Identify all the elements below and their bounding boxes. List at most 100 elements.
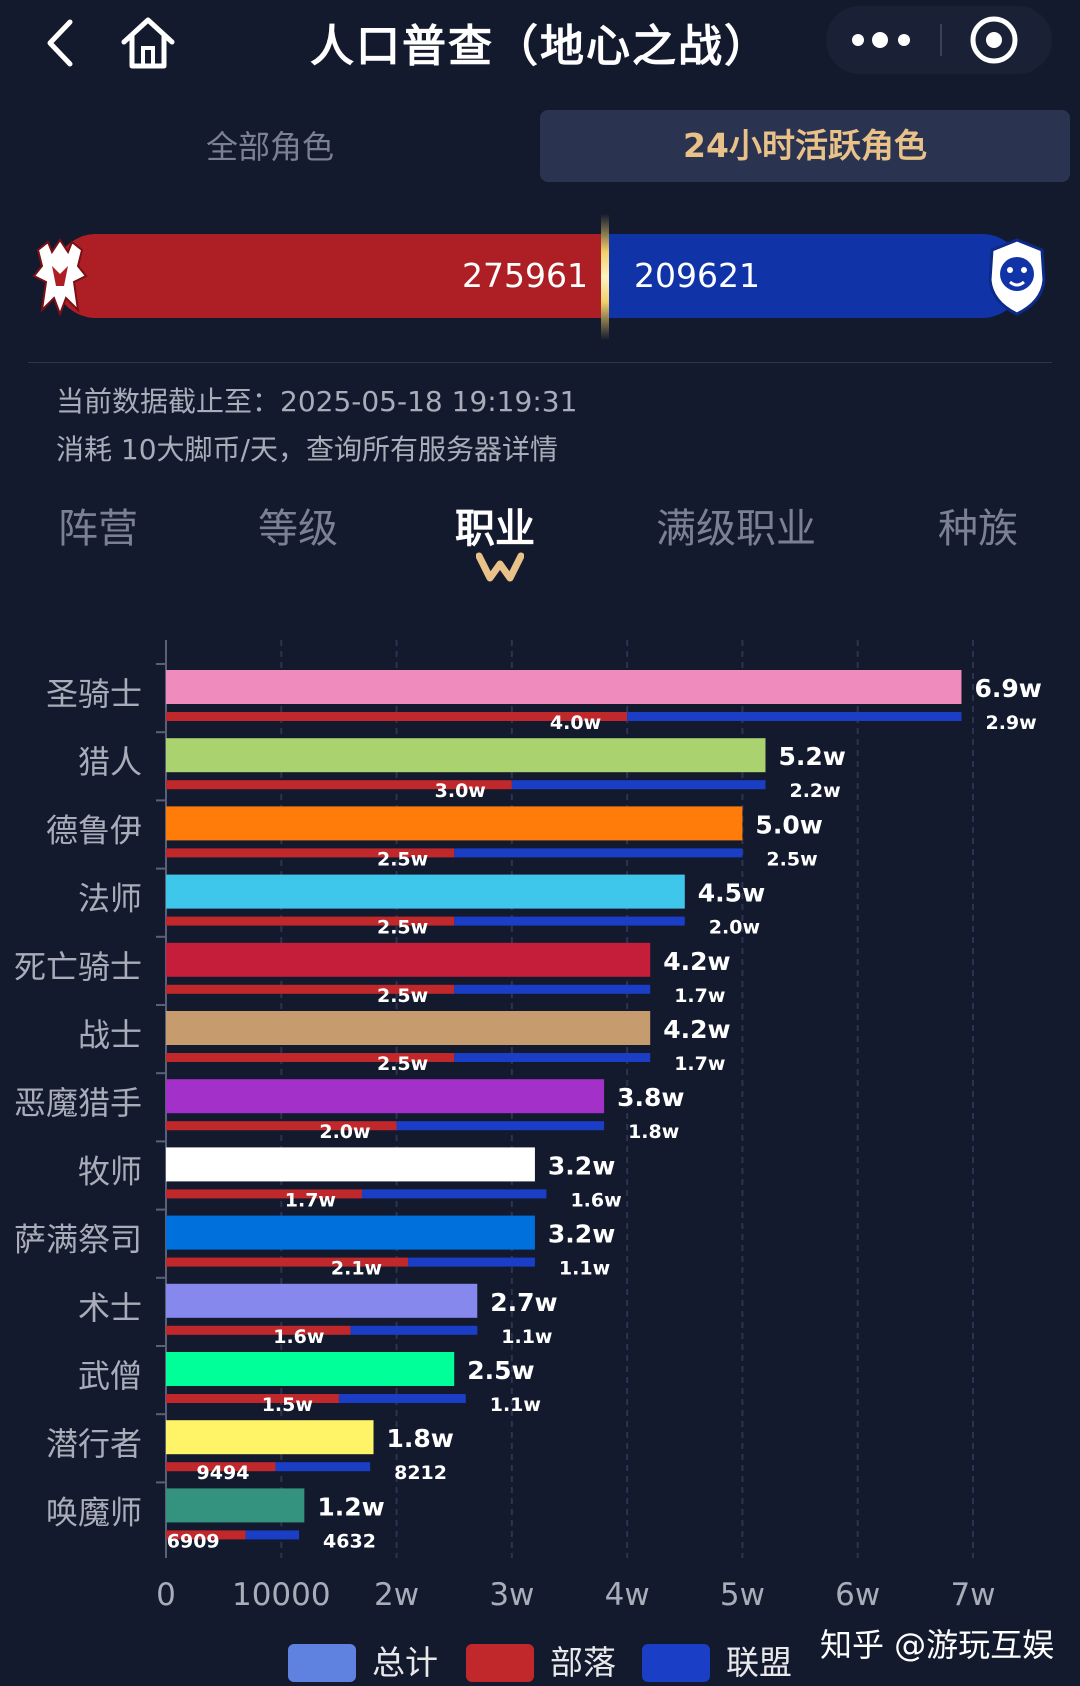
category-label: 死亡骑士 [14,948,142,986]
bar-alliance [350,1325,478,1335]
data-label-total: 5.0w [755,810,822,839]
bar-alliance [454,984,651,994]
x-tick-label: 7w [950,1577,995,1613]
bar-horde [166,1530,246,1540]
data-label-total: 2.7w [490,1288,557,1317]
data-label-alliance: 1.1w [559,1258,610,1280]
bar-total [166,1147,535,1182]
data-label-horde: 6909 [167,1530,220,1552]
bar-total [166,806,743,841]
data-label-alliance: 1.7w [674,1053,725,1075]
legend-swatch-alliance[interactable] [642,1644,710,1682]
legend-label-total[interactable]: 总计 [372,1643,438,1682]
bar-horde [166,848,455,858]
bar-alliance [408,1257,535,1267]
horde-bar [54,234,608,318]
tab-race[interactable]: 种族 [938,506,1018,552]
bar-total [166,738,766,773]
data-label-total: 5.2w [778,742,845,771]
category-label: 唤魔师 [46,1493,142,1531]
bar-alliance [511,780,766,790]
chart-legend: 总计 部落 联盟 [0,1640,1080,1685]
query-hint-link[interactable]: 消耗 10大脚币/天，查询所有服务器详情 [56,433,558,466]
data-label-total: 3.8w [617,1083,684,1112]
bar-alliance [338,1394,466,1403]
bar-horde [166,1053,455,1062]
class-population-chart: 0 10000 2w 3w 4w 5w 6w 7w 圣骑士 6.9w 4.0w 2.9w 猎人 5.2w 3… [14,640,1042,1613]
data-label-alliance: 2.0w [709,917,760,939]
legend-swatch-horde[interactable] [466,1644,534,1682]
data-label-total: 2.5w [467,1356,534,1385]
bar-alliance [396,1121,605,1131]
horde-emblem-icon [32,238,88,316]
data-label-horde: 1.5w [262,1394,313,1416]
data-label-alliance: 2.9w [985,712,1036,734]
segment-active-24h[interactable]: 24小时活跃角色 [540,110,1070,182]
data-label-alliance: 1.8w [628,1121,679,1143]
bar-horde [166,1121,397,1131]
bar-horde [166,1189,362,1199]
data-label-total: 6.9w [974,674,1041,703]
bar-horde [166,916,455,926]
target-icon[interactable] [942,6,1052,74]
active-tab-indicator-icon [476,552,524,582]
legend-label-alliance[interactable]: 联盟 [726,1643,792,1682]
bar-total [166,1011,651,1045]
horde-count: 275961 [462,256,588,295]
x-tick-label: 3w [489,1577,534,1613]
data-label-alliance: 2.2w [789,780,840,802]
category-label: 猎人 [78,743,142,781]
x-tick-label: 2w [374,1577,419,1613]
bar-total [166,942,651,977]
x-tick-label: 6w [835,1577,880,1613]
tab-class[interactable]: 职业 [455,506,535,552]
bar-alliance [275,1462,371,1472]
bar-horde [166,1257,409,1267]
mini-program-capsule [826,6,1052,74]
data-label-total: 4.2w [663,1015,730,1044]
data-label-alliance: 8212 [394,1462,447,1484]
bar-alliance [454,916,685,926]
category-label: 术士 [78,1289,142,1327]
data-timestamp: 当前数据截止至：2025-05-18 19:19:31 [56,385,578,418]
bar-alliance [454,848,743,858]
data-label-alliance: 1.1w [490,1394,541,1416]
tab-faction[interactable]: 阵营 [58,506,138,552]
tab-level[interactable]: 等级 [258,506,338,552]
data-label-horde: 4.0w [550,712,601,734]
more-dots-icon[interactable] [826,6,938,74]
home-icon[interactable] [118,14,178,72]
data-label-horde: 2.0w [319,1121,370,1143]
bar-horde [166,984,455,994]
data-label-horde: 1.7w [285,1189,336,1211]
data-label-horde: 2.5w [377,917,428,939]
segment-all-characters[interactable]: 全部角色 [205,128,334,166]
capsule-divider [940,24,942,56]
category-label: 萨满祭司 [14,1221,142,1259]
category-label: 武僧 [78,1357,142,1395]
page-title: 人口普查（地心之战） [310,21,770,72]
legend-swatch-total[interactable] [288,1644,356,1682]
tab-max-level-class[interactable]: 满级职业 [656,506,816,552]
bar-alliance [361,1189,547,1199]
alliance-bar [604,234,1024,318]
bar-total [166,670,962,704]
data-label-horde: 2.5w [377,848,428,870]
chevron-left-icon[interactable] [40,16,80,70]
data-label-total: 1.8w [387,1424,454,1453]
alliance-emblem-icon [988,238,1046,316]
x-tick-label: 5w [720,1577,765,1613]
category-tabs: 阵营 等级 职业 满级职业 种族 [0,496,1080,586]
bar-alliance [627,712,962,721]
data-label-total: 1.2w [317,1492,384,1521]
bar-horde [166,1394,339,1403]
x-tick-label: 0 [156,1577,176,1613]
data-label-horde: 3.0w [435,780,486,802]
data-label-alliance: 1.1w [501,1326,552,1348]
legend-label-horde[interactable]: 部落 [550,1643,616,1682]
data-label-alliance: 1.6w [570,1189,621,1211]
divider-line [28,362,1052,363]
data-label-horde: 2.5w [377,1053,428,1075]
data-label-alliance: 1.7w [674,985,725,1007]
bar-total [166,1079,605,1114]
